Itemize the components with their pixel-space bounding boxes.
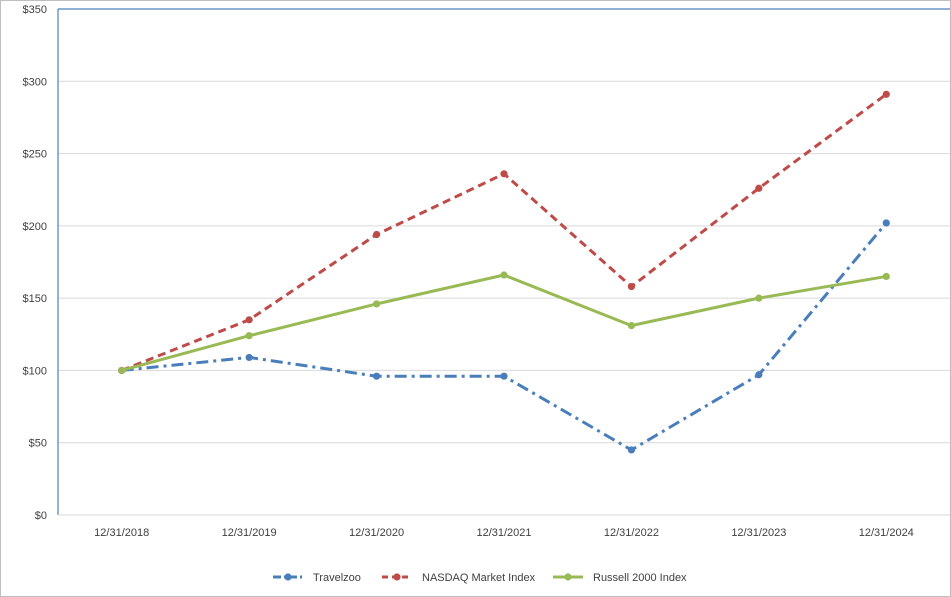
- data-point: [245, 353, 253, 362]
- data-point: [500, 271, 508, 279]
- x-tick-label: 12/31/2023: [731, 527, 786, 539]
- data-point: [500, 372, 508, 380]
- x-tick-label: 12/31/2021: [476, 527, 531, 539]
- data-point: [627, 446, 636, 454]
- data-point: [118, 366, 126, 375]
- data-point: [882, 90, 890, 98]
- gridlines: [58, 80, 950, 444]
- data-point: [882, 219, 890, 227]
- y-tick-label: $50: [29, 438, 47, 450]
- legend-item: Russell 2000 Index: [553, 572, 687, 584]
- data-point: [627, 322, 636, 330]
- data-point: [372, 230, 381, 239]
- x-tick-label: 12/31/2019: [222, 527, 277, 539]
- series-0: [118, 219, 890, 454]
- x-tick-label: 12/31/2018: [94, 527, 149, 539]
- y-tick-label: $300: [23, 76, 47, 88]
- y-tick-labels: $0 $50 $100 $150 $200 $250 $300 $350: [23, 4, 47, 522]
- y-tick-label: $100: [23, 365, 47, 377]
- data-point: [755, 371, 763, 379]
- series-2: [118, 271, 890, 375]
- y-tick-label: $350: [23, 4, 47, 16]
- series: [118, 90, 890, 454]
- x-tick-label: 12/31/2024: [859, 527, 914, 539]
- y-tick-label: $0: [35, 510, 47, 522]
- legend-swatch-marker: [564, 573, 572, 581]
- y-tick-label: $250: [23, 149, 47, 161]
- data-point: [755, 184, 763, 192]
- series-line: [121, 93, 888, 372]
- legend-label: Travelzoo: [313, 572, 361, 584]
- data-point: [627, 282, 636, 291]
- legend: Travelzoo NASDAQ Market Index Russell 2000…: [273, 572, 687, 584]
- y-tick-label: $150: [23, 293, 47, 305]
- data-point: [372, 300, 381, 308]
- x-tick-label: 12/31/2022: [604, 527, 659, 539]
- axes: [57, 8, 950, 516]
- y-tick-label: $200: [23, 221, 47, 233]
- data-point: [755, 294, 763, 302]
- legend-item: Travelzoo: [273, 572, 361, 584]
- legend-swatch-marker: [284, 573, 292, 581]
- x-tick-labels: 12/31/2018 12/31/2019 12/31/2020 12/31/2021…: [94, 527, 914, 539]
- data-point: [245, 316, 253, 324]
- x-tick-label: 12/31/2020: [349, 527, 404, 539]
- legend-item: NASDAQ Market Index: [382, 572, 536, 584]
- series-line: [121, 273, 887, 372]
- data-point: [372, 372, 381, 380]
- legend-swatch-marker: [393, 573, 401, 581]
- data-point: [500, 170, 508, 178]
- data-point: [882, 272, 890, 281]
- series-1: [118, 90, 890, 375]
- series-line: [121, 222, 888, 452]
- legend-label: Russell 2000 Index: [593, 572, 687, 584]
- legend-label: NASDAQ Market Index: [422, 572, 536, 584]
- data-point: [245, 332, 253, 340]
